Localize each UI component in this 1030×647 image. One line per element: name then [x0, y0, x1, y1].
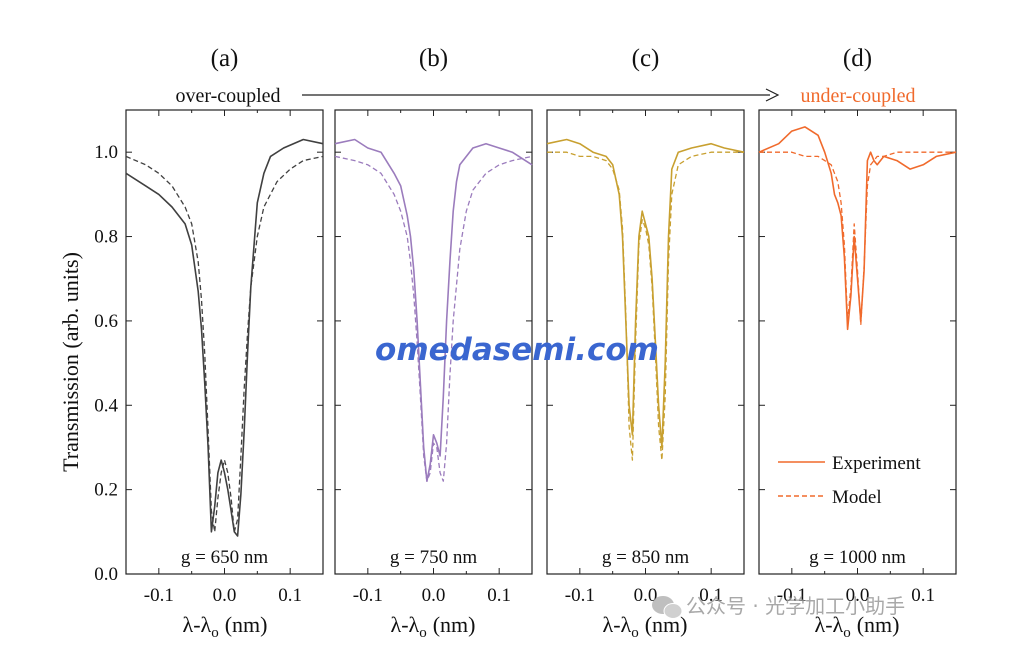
wechat-account-text: 公众号 · 光学加工小助手	[686, 594, 905, 618]
series-experiment-a	[125, 138, 324, 537]
series-experiment-d	[758, 126, 957, 331]
wechat-icon	[652, 596, 683, 619]
svg-text:λ-λo(nm): λ-λo (nm)	[391, 612, 476, 641]
legend: Experiment Model	[778, 453, 921, 508]
x-tick-label: -0.1	[565, 585, 595, 606]
coupling-arrow-head	[765, 88, 780, 102]
under-coupled-label: under-coupled	[800, 85, 915, 107]
x-tick-label: 0.0	[634, 585, 658, 606]
x-axis-label-d: λ-λo (nm)	[815, 612, 900, 641]
panel-label-a: (a)	[211, 45, 239, 72]
x-tick-label: -0.1	[777, 585, 807, 606]
wechat-footer: 公众号 · 光学加工小助手	[652, 594, 905, 619]
panel-label-b: (b)	[419, 45, 448, 72]
legend-experiment-label: Experiment	[832, 453, 921, 474]
panel-frame-a	[125, 109, 324, 575]
x-axis-label-b: λ-λo (nm)	[391, 612, 476, 641]
panel-label-c: (c)	[632, 45, 660, 72]
panel-d: -0.1 0.0 0.1 (d) g = 1000 nm	[758, 45, 957, 606]
y-tick-label: 0.4	[94, 395, 118, 416]
y-tick-label: 0.2	[94, 480, 118, 501]
panel-label-d: (d)	[843, 45, 872, 72]
legend-model-label: Model	[832, 487, 882, 508]
series-model-c	[547, 151, 744, 461]
y-tick-label: 1.0	[94, 142, 118, 163]
panel-a: -0.1 0.0 0.1 0.0 0.2 0.4 0.6 0.8 1.0 (a) g = 650 n…	[94, 45, 324, 606]
gap-annotation-a: g = 650 nm	[181, 547, 268, 568]
series-model-a	[125, 155, 324, 533]
x-tick-label: 0.1	[911, 585, 935, 606]
x-tick-label: 0.0	[422, 585, 446, 606]
gap-annotation-b: g = 750 nm	[390, 547, 477, 568]
series-experiment-b	[334, 138, 533, 482]
panel-c: -0.1 0.0 0.1 (c) g = 850 nm	[546, 45, 745, 606]
watermark: omedasemi.com	[375, 332, 659, 368]
y-axis-label: Transmission (arb. units)	[58, 252, 83, 472]
over-coupled-label: over-coupled	[175, 85, 280, 107]
x-tick-label: -0.1	[144, 585, 174, 606]
series-model-d	[759, 151, 956, 326]
x-tick-label: 0.1	[699, 585, 723, 606]
x-tick-label: 0.1	[487, 585, 511, 606]
y-tick-label: 0.8	[94, 227, 118, 248]
y-tick-label: 0.6	[94, 311, 118, 332]
svg-text:λ-λo(nm): λ-λo (nm)	[815, 612, 900, 641]
x-tick-label: 0.0	[213, 585, 237, 606]
x-tick-label: 0.1	[278, 585, 302, 606]
svg-text:λ-λo(nm): λ-λo (nm)	[183, 612, 268, 641]
gap-annotation-d: g = 1000 nm	[809, 547, 906, 568]
gap-annotation-c: g = 850 nm	[602, 547, 689, 568]
panel-b: -0.1 0.0 0.1 (b) g = 750 nm	[334, 45, 533, 606]
x-tick-label: 0.0	[846, 585, 870, 606]
series-experiment-c	[546, 138, 745, 449]
x-tick-label: -0.1	[353, 585, 383, 606]
x-axis-label-a: λ-λo (nm)	[183, 612, 268, 641]
series-model-b	[334, 155, 533, 482]
y-tick-label: 0.0	[94, 564, 118, 585]
chart-panels: -0.1 0.0 0.1 0.0 0.2 0.4 0.6 0.8 1.0 (a) g = 650 n…	[94, 45, 957, 606]
